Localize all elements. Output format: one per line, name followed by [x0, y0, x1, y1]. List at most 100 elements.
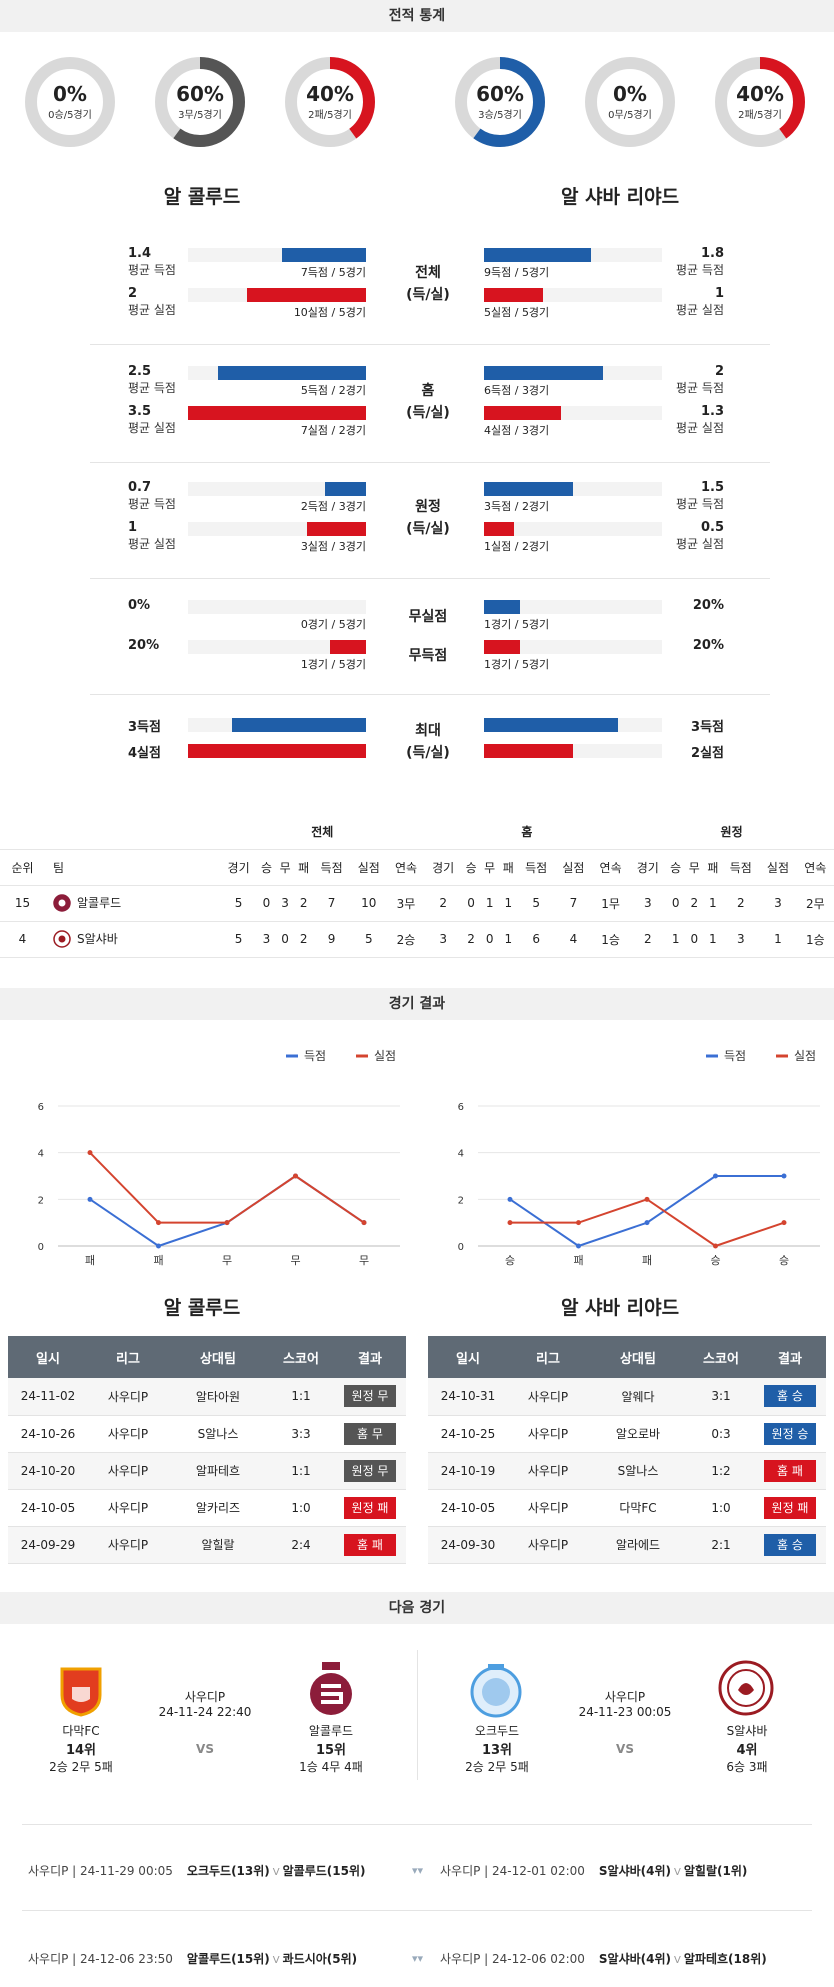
next-left-home-rank: 14위: [65, 1743, 97, 1758]
chevron-down-icon[interactable]: ▾▾: [412, 1864, 424, 1877]
results-header-3: 스코어: [268, 1336, 334, 1378]
standings-row[interactable]: 15 알콜루드 5 0 3 2 7 10 3무 2 0 1 1 5 7 1무 3 0 2 1 2 3 2무: [0, 885, 834, 922]
results-score: 0:3: [688, 1415, 754, 1453]
results-row[interactable]: 24-10-31 사우디P 알웨다 3:1 홈 승: [428, 1378, 826, 1416]
stat-right-bar: [484, 366, 603, 380]
stat-right-bar: [484, 482, 573, 496]
standings-cell: 2승: [387, 921, 425, 958]
standings-cell: 1: [703, 885, 723, 922]
standings-cell: 2: [461, 921, 481, 958]
chevron-down-icon[interactable]: ▾▾: [412, 1952, 424, 1965]
stat-right-bar: [484, 640, 520, 654]
series-line-0: [509, 1175, 784, 1248]
y-tick-label: 2: [38, 1195, 44, 1206]
schedule-right[interactable]: 사우디P | 24-12-06 02:00 S알샤바(4위) V 알파테흐(18위): [440, 1950, 767, 1967]
stat-left-bar: [325, 482, 366, 496]
results-row[interactable]: 24-10-20 사우디P 알파테흐 1:1 원정 무: [8, 1452, 406, 1490]
results-date: 24-10-05: [8, 1489, 88, 1527]
results-row[interactable]: 24-10-05 사우디P 알카리즈 1:0 원정 패: [8, 1489, 406, 1527]
results-result-cell: 홈 승: [754, 1526, 826, 1564]
stat-group-divider: [90, 578, 770, 579]
divider-schedule-mid: [22, 1910, 812, 1911]
standings-row[interactable]: 4 S알샤바 5 3 0 2 9 5 2승 3 2 0 1 6 4 1승 2 1 0 1 3 1 1승: [0, 921, 834, 958]
standings-cell: 4: [554, 921, 592, 958]
next-right-home[interactable]: 오크두드 13위 2승 2무 5패: [456, 1722, 538, 1775]
clean-sheet-label: 무실점: [408, 609, 448, 625]
stat-group-title: 홈: [421, 383, 435, 399]
standings-team[interactable]: 알콜루드: [45, 885, 220, 922]
stat-right-label: 1 평균 실점: [644, 286, 724, 318]
max-subtitle: (득/실): [406, 745, 450, 761]
standings-cell: 3: [759, 885, 797, 922]
stat-right-bar-track: [484, 482, 662, 496]
schedule-left[interactable]: 사우디P | 24-11-29 00:05 오크두드(13위) V 알콜루드(15위): [28, 1862, 366, 1879]
results-row[interactable]: 24-10-26 사우디P S알나스 3:3 홈 무: [8, 1415, 406, 1453]
stat-left-label: 2.5 평균 득점: [128, 364, 176, 396]
next-right-away[interactable]: S알샤바 4위 6승 3패: [706, 1722, 788, 1775]
results-league: 사우디P: [88, 1526, 168, 1564]
standings-header-9: 경기: [424, 849, 462, 886]
standings-header-10: 승: [461, 849, 481, 886]
results-row[interactable]: 24-11-02 사우디P 알타아원 1:1 원정 무: [8, 1378, 406, 1416]
standings-header-17: 승: [666, 849, 685, 886]
results-row[interactable]: 24-09-30 사우디P 알라에드 2:1 홈 승: [428, 1526, 826, 1564]
results-row[interactable]: 24-10-25 사우디P 알오로바 0:3 원정 승: [428, 1415, 826, 1453]
stat-left-bar: [188, 406, 366, 420]
stat-left-count: 10실점 / 5경기: [293, 306, 366, 319]
standings-cell: 3: [424, 921, 462, 958]
stat-right-bar: [484, 406, 561, 420]
standings-header-3: 승: [257, 849, 276, 886]
stat-right-caption: 평균 실점: [676, 421, 724, 435]
next-left-home-record: 2승 2무 5패: [49, 1760, 113, 1774]
standings-header-13: 득점: [517, 849, 555, 886]
results-opp: 알힐랄: [168, 1526, 268, 1564]
results-row[interactable]: 24-09-29 사우디P 알힐랄 2:4 홈 패: [8, 1526, 406, 1564]
results-date: 24-09-30: [428, 1526, 508, 1564]
standings-cell: 5: [220, 921, 258, 958]
section-header-results: 경기 결과: [0, 988, 834, 1020]
standings-header-18: 무: [684, 849, 704, 886]
results-row[interactable]: 24-10-05 사우디P 다막FC 1:0 원정 패: [428, 1489, 826, 1527]
schedule-left[interactable]: 사우디P | 24-12-06 23:50 알콜루드(15위) V 콰드시아(5위): [28, 1950, 357, 1967]
next-left-away[interactable]: 알콜루드 15위 1승 4무 4패: [290, 1722, 372, 1775]
standings-rank: 4: [0, 921, 45, 958]
donut-ring: [25, 57, 115, 147]
stat-right-count: 1경기 / 5경기: [484, 618, 550, 631]
stat-right-bar-track: [484, 288, 662, 302]
results-chart-right: 득점 실점 0 2 4 6 승 패 패 승 승: [458, 1049, 820, 1267]
results-date: 24-10-20: [8, 1452, 88, 1490]
stat-left-bar-track: [188, 288, 366, 302]
team-name-left: 알 콜루드: [163, 186, 241, 208]
series-point: [87, 1196, 93, 1202]
standings-team[interactable]: S알샤바: [45, 921, 220, 958]
next-right-info: 사우디P 24-11-23 00:05: [570, 1688, 680, 1719]
results-score: 2:1: [688, 1526, 754, 1564]
stat-left-count: 5득점 / 2경기: [300, 384, 366, 397]
next-divider: [417, 1650, 418, 1780]
stat-left-count: 7득점 / 5경기: [300, 266, 366, 279]
donut-left-0: 0% 0승/5경기: [24, 56, 116, 148]
results-date: 24-10-05: [428, 1489, 508, 1527]
stat-left-bar: [188, 744, 366, 758]
schedule-right[interactable]: 사우디P | 24-12-01 02:00 S알샤바(4위) V 알힐랄(1위): [440, 1862, 747, 1879]
donut-subtext: 0승/5경기: [48, 110, 92, 121]
donut-track: [585, 57, 675, 147]
next-left-home[interactable]: 다막FC 14위 2승 2무 5패: [40, 1722, 122, 1775]
stat-left-value: 3.5: [128, 404, 152, 419]
okhdood-logo-icon: [470, 1664, 522, 1718]
results-score: 1:1: [268, 1378, 334, 1416]
standings-cell: 0: [684, 921, 704, 958]
legend-label: 득점: [724, 1049, 746, 1063]
standings-cell: 0: [480, 921, 499, 958]
schedule-left-team-b: 알콜루드(15위): [282, 1864, 366, 1878]
y-tick-label: 0: [458, 1242, 464, 1253]
series-point: [293, 1173, 298, 1179]
stat-right-label: 20%: [644, 598, 724, 613]
results-row[interactable]: 24-10-19 사우디P S알나스 1:2 홈 패: [428, 1452, 826, 1490]
standings-cell: 10: [350, 885, 388, 922]
stat-group-label: 전체 (득/실): [388, 262, 468, 306]
series-point: [713, 1173, 718, 1179]
schedule-left-team-a: 알콜루드(15위): [186, 1952, 270, 1966]
next-right-league: 사우디P: [604, 1690, 646, 1704]
stat-group-title: 전체: [415, 265, 441, 281]
